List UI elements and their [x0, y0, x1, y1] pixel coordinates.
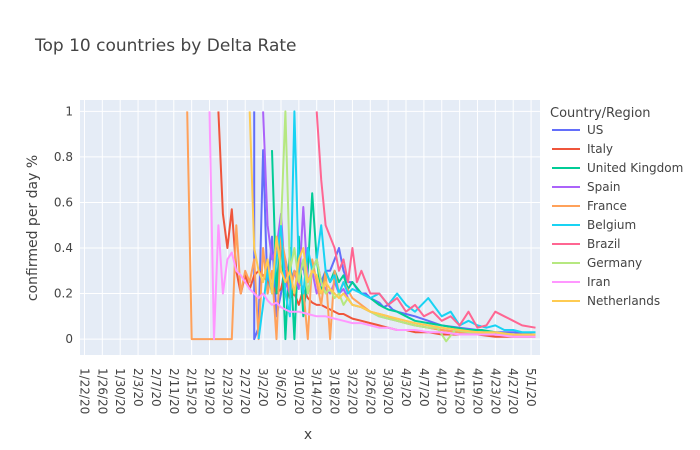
legend-item[interactable]: Netherlands: [552, 294, 660, 308]
legend-label: Iran: [587, 275, 610, 289]
chart-title: Top 10 countries by Delta Rate: [34, 36, 297, 56]
series-lines: [186, 110, 536, 343]
legend-label: Belgium: [587, 218, 636, 232]
x-tick-label: 4/11/20: [435, 368, 449, 414]
x-tick-label: 3/26/20: [363, 368, 377, 414]
y-tick-label: 0.8: [54, 150, 73, 164]
x-tick-label: 1/26/20: [95, 368, 109, 414]
legend-item[interactable]: United Kingdom: [552, 161, 683, 175]
x-tick-label: 4/3/20: [399, 368, 413, 407]
x-tick-label: 2/23/20: [220, 368, 234, 414]
x-tick-label: 2/15/20: [185, 368, 199, 414]
series-line: [257, 110, 536, 340]
x-tick-label: 3/6/20: [274, 368, 288, 407]
legend-item[interactable]: Belgium: [552, 218, 636, 232]
legend-title: Country/Region: [550, 106, 651, 121]
x-axis-title: x: [304, 427, 312, 443]
legend-label: Italy: [587, 142, 613, 156]
x-tick-label: 4/15/20: [453, 368, 467, 414]
x-axis-ticks: 1/22/20 1/26/20 1/30/20 2/3/20 2/7/20 2/11/20…: [77, 368, 538, 414]
x-tick-label: 2/7/20: [149, 368, 163, 407]
legend-item[interactable]: US: [552, 123, 603, 137]
legend-item[interactable]: Brazil: [552, 237, 621, 251]
y-tick-label: 0.4: [54, 241, 73, 255]
series-line: [217, 111, 536, 338]
y-tick-label: 1: [65, 104, 73, 118]
series-line: [208, 111, 536, 341]
legend-item[interactable]: Italy: [552, 142, 613, 156]
x-tick-label: 4/19/20: [470, 368, 484, 414]
legend-label: Germany: [587, 256, 642, 270]
series-line: [315, 111, 536, 329]
x-tick-label: 1/22/20: [77, 368, 91, 414]
legend-item[interactable]: Germany: [552, 256, 642, 270]
legend-item[interactable]: Iran: [552, 275, 610, 289]
x-tick-label: 2/3/20: [131, 368, 145, 407]
series-line: [248, 111, 536, 336]
legend-item[interactable]: France: [552, 199, 627, 213]
x-tick-label: 2/19/20: [203, 368, 217, 414]
x-tick-label: 1/30/20: [113, 368, 127, 414]
x-tick-label: 3/2/20: [256, 368, 270, 407]
legend-label: Spain: [587, 180, 621, 194]
y-tick-label: 0.2: [54, 287, 73, 301]
x-tick-label: 3/30/20: [381, 368, 395, 414]
legend-label: Brazil: [587, 237, 621, 251]
x-tick-label: 3/22/20: [345, 368, 359, 414]
x-tick-label: 4/27/20: [506, 368, 520, 414]
x-tick-label: 5/1/20: [524, 368, 538, 407]
series-line: [271, 150, 536, 341]
x-tick-label: 2/11/20: [167, 368, 181, 414]
legend-label: US: [587, 123, 603, 137]
x-tick-label: 3/10/20: [292, 368, 306, 414]
y-axis-ticks: 0 0.2 0.4 0.6 0.8 1: [54, 104, 73, 346]
x-tick-label: 3/14/20: [310, 368, 324, 414]
series-line: [253, 111, 536, 341]
x-tick-label: 4/23/20: [488, 368, 502, 414]
legend[interactable]: Country/Region US Italy United Kingdom Spai…: [550, 106, 683, 308]
y-axis-title: confirmed per day %: [25, 155, 41, 301]
y-tick-label: 0.6: [54, 195, 73, 209]
legend-label: Netherlands: [587, 294, 660, 308]
legend-label: United Kingdom: [587, 161, 683, 175]
x-tick-label: 2/27/20: [238, 368, 252, 414]
legend-item[interactable]: Spain: [552, 180, 621, 194]
x-tick-label: 3/18/20: [328, 368, 342, 414]
x-tick-label: 4/7/20: [417, 368, 431, 407]
y-tick-label: 0: [65, 332, 73, 346]
legend-label: France: [587, 199, 627, 213]
